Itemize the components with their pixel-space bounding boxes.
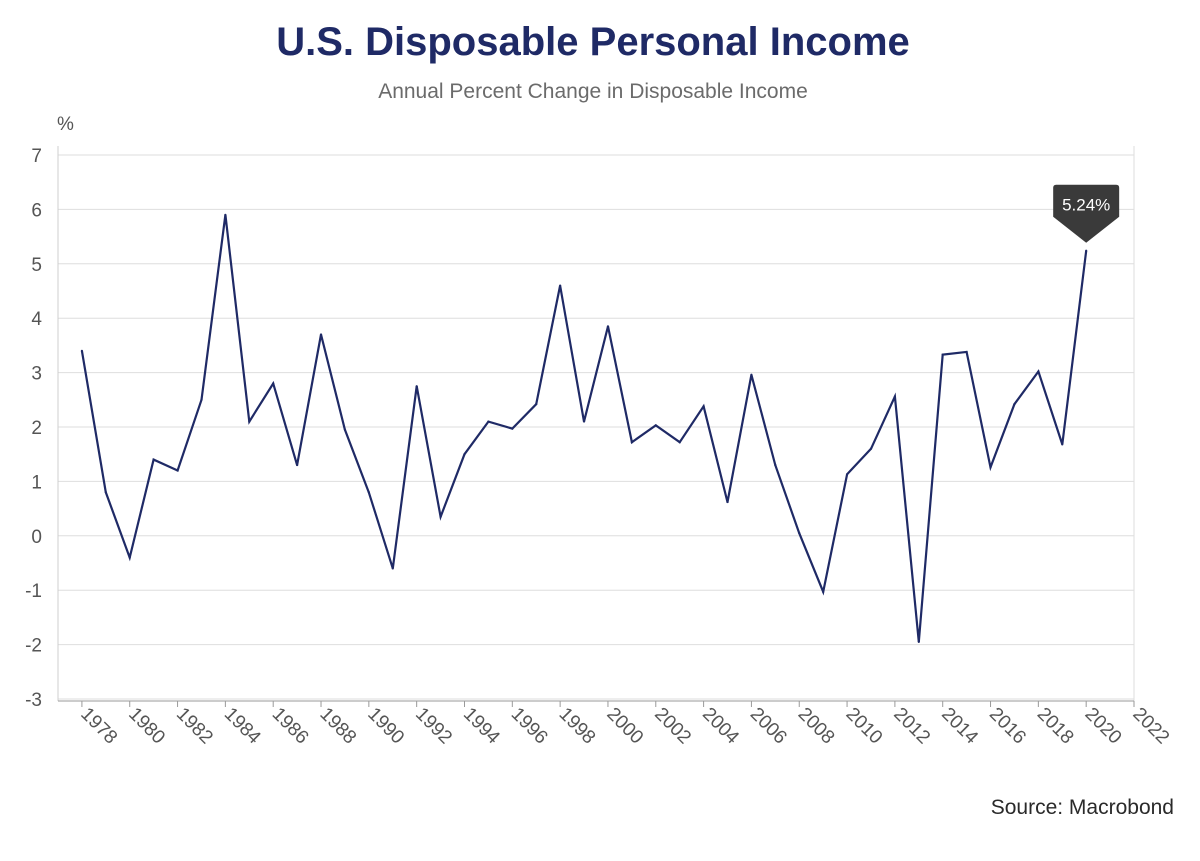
- data-point: [319, 333, 323, 336]
- data-point: [224, 213, 227, 216]
- gridlines: [58, 154, 1134, 700]
- data-point: [726, 500, 729, 504]
- data-point: [343, 428, 347, 431]
- y-tick-label: 1: [31, 472, 42, 493]
- data-point: [367, 491, 370, 494]
- y-tick-label: -2: [25, 636, 42, 657]
- x-tick-label: 1982: [172, 704, 217, 749]
- data-point: [80, 349, 84, 352]
- data-point: [104, 491, 107, 494]
- data-point: [822, 590, 825, 593]
- callout-marker: [1053, 184, 1120, 243]
- data-point: [606, 325, 610, 328]
- data-point: [272, 382, 275, 385]
- data-point: [511, 427, 514, 430]
- data-point: [248, 420, 251, 423]
- x-tick-label: 2022: [1128, 704, 1173, 749]
- data-point: [582, 420, 586, 423]
- x-tick-label: 1988: [315, 704, 360, 749]
- x-tick-label: 2002: [650, 704, 695, 749]
- data-point: [1061, 443, 1064, 446]
- x-tick-label: 1986: [268, 704, 313, 749]
- series-line: [80, 214, 1088, 643]
- x-tick-label: 2006: [746, 704, 791, 749]
- chart-subtitle: Annual Percent Change in Disposable Inco…: [378, 80, 808, 103]
- data-point: [1037, 370, 1040, 373]
- data-point: [941, 353, 944, 356]
- chart-title: U.S. Disposable Personal Income: [276, 20, 910, 64]
- x-tick-label: 1994: [459, 704, 504, 749]
- data-point: [678, 441, 681, 444]
- data-point: [1013, 403, 1016, 406]
- data-point: [845, 473, 849, 476]
- series-layer: [80, 213, 1088, 643]
- data-point: [463, 453, 466, 456]
- data-point: [391, 567, 394, 570]
- x-tick-label: 1978: [76, 704, 121, 749]
- y-tick-label: 6: [31, 200, 42, 221]
- y-tick-label: 0: [31, 527, 42, 548]
- data-point: [893, 395, 896, 398]
- data-point: [965, 350, 968, 354]
- y-tick-label: -3: [25, 690, 42, 711]
- y-tick-label: 4: [31, 309, 42, 330]
- data-point: [798, 531, 801, 535]
- data-point: [535, 403, 538, 406]
- axes: %: [57, 114, 1135, 707]
- x-tick-label: 1992: [411, 704, 456, 749]
- callout-label: 5.24%: [1062, 196, 1110, 215]
- y-tick-label: 3: [31, 364, 42, 385]
- data-point: [1085, 249, 1088, 252]
- x-tick-label: 2020: [1081, 704, 1126, 749]
- data-point: [989, 466, 992, 469]
- x-tick-label: 2012: [889, 704, 934, 749]
- source-note: Source: Macrobond: [990, 796, 1174, 819]
- x-tick-label: 2014: [937, 704, 982, 749]
- data-point: [654, 424, 657, 427]
- data-point: [559, 284, 562, 287]
- y-tick-labels: -3 -2 -1 0 1 2 3 4 5 6 7: [25, 146, 42, 711]
- y-tick-label: -1: [25, 581, 42, 602]
- data-point: [750, 373, 753, 376]
- y-tick-label: 7: [31, 146, 42, 167]
- x-tick-labels: 1978 1980 1982 1984 1986 1988 1990 1992 1994 1996…: [76, 704, 1173, 749]
- y-axis-unit-label: %: [57, 114, 74, 135]
- x-tick-label: 1990: [363, 704, 408, 749]
- x-tick-label: 1998: [555, 704, 600, 749]
- data-point: [630, 441, 633, 444]
- data-point: [774, 463, 777, 467]
- x-tick-label: 2016: [985, 704, 1030, 749]
- x-tick-label: 1980: [124, 704, 169, 749]
- x-tick-label: 2004: [698, 704, 743, 749]
- data-point: [917, 640, 920, 643]
- data-point: [128, 556, 131, 559]
- y-tick-label: 5: [31, 255, 42, 276]
- data-point: [296, 463, 299, 467]
- y-tick-label: 2: [31, 418, 42, 439]
- x-tick-label: 1996: [507, 704, 552, 749]
- data-point: [152, 458, 155, 461]
- value-callout: 5.24%: [1053, 184, 1120, 243]
- x-tick-label: 2008: [794, 704, 839, 749]
- x-tick-label: 2018: [1033, 704, 1078, 749]
- data-point: [869, 447, 873, 450]
- data-point: [439, 515, 442, 518]
- x-tick-label: 1984: [220, 704, 265, 749]
- data-point: [415, 385, 418, 388]
- data-point: [176, 469, 179, 472]
- x-tick-label: 2010: [842, 704, 887, 749]
- data-point: [200, 398, 203, 401]
- data-point: [702, 405, 705, 408]
- x-tick-label: 2000: [602, 704, 647, 749]
- data-point: [487, 420, 490, 423]
